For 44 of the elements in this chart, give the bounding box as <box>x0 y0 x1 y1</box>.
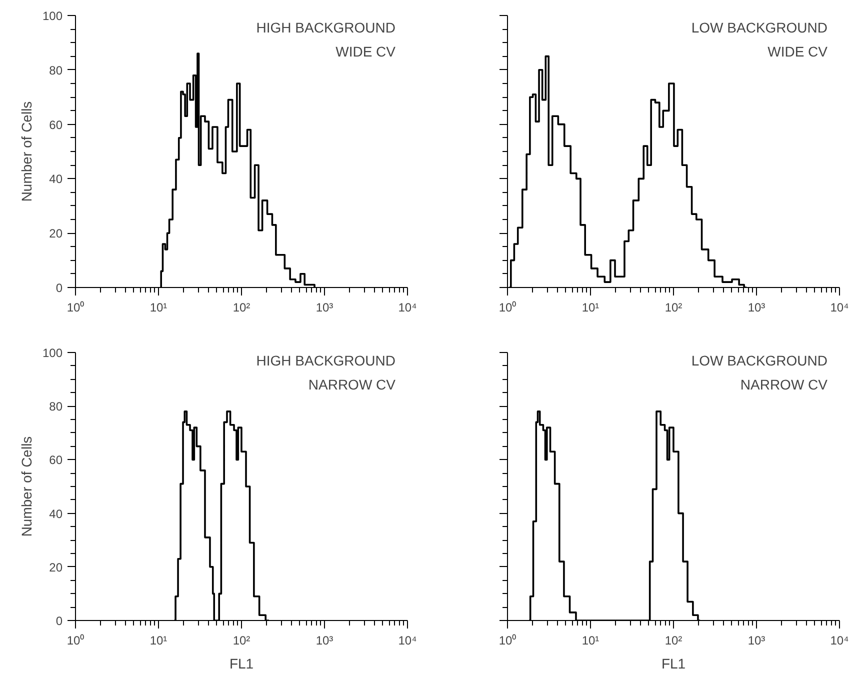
annotation: NARROW CV <box>740 376 828 392</box>
annotation: WIDE CV <box>336 44 396 60</box>
x-tick-label: 10⁴ <box>398 300 417 314</box>
y-tick-label: 100 <box>42 346 63 360</box>
x-tick-label: 10¹ <box>582 634 600 648</box>
x-tick-label: 10⁴ <box>398 634 417 648</box>
annotation: HIGH BACKGROUND <box>256 352 396 368</box>
y-tick-label: 80 <box>49 63 63 78</box>
y-tick-label: 20 <box>49 560 63 574</box>
x-tick-label: 10⁰ <box>498 634 516 648</box>
x-tick-label: 10⁰ <box>498 300 516 314</box>
y-axis-title: Number of Cells <box>18 436 34 537</box>
annotation: WIDE CV <box>768 44 828 60</box>
y-tick-label: 40 <box>49 506 63 521</box>
x-tick-label: 10³ <box>748 634 766 648</box>
x-tick-label: 10⁴ <box>830 634 849 648</box>
annotation: NARROW CV <box>308 376 396 392</box>
y-tick-label: 80 <box>49 400 63 414</box>
x-tick-label: 10¹ <box>582 300 600 314</box>
annotation: HIGH BACKGROUND <box>256 20 396 36</box>
x-tick-label: 10² <box>232 300 250 314</box>
x-tick-label: 10⁰ <box>66 300 84 314</box>
y-tick-label: 60 <box>49 453 63 468</box>
y-tick-label: 20 <box>49 226 63 241</box>
y-tick-label: 0 <box>56 281 63 295</box>
x-tick-label: 10³ <box>316 634 334 648</box>
x-tick-label: 10¹ <box>150 634 168 648</box>
x-tick-label: 10⁴ <box>830 300 849 314</box>
x-tick-label: 10² <box>664 300 682 314</box>
y-tick-label: 60 <box>49 118 63 132</box>
y-axis-title: Number of Cells <box>18 101 34 202</box>
x-tick-label: 10³ <box>316 300 334 314</box>
y-tick-label: 0 <box>56 614 63 628</box>
x-tick-label: 10⁰ <box>66 634 84 648</box>
x-tick-label: 10¹ <box>150 300 168 314</box>
x-axis-title: FL1 <box>661 656 686 672</box>
annotation: LOW BACKGROUND <box>691 20 828 36</box>
x-tick-label: 10³ <box>748 300 766 314</box>
annotation: LOW BACKGROUND <box>691 352 828 368</box>
x-axis-title: FL1 <box>229 656 254 672</box>
y-tick-label: 40 <box>49 172 63 186</box>
x-tick-label: 10² <box>664 634 682 648</box>
y-tick-label: 100 <box>42 9 63 23</box>
x-tick-label: 10² <box>232 634 250 648</box>
